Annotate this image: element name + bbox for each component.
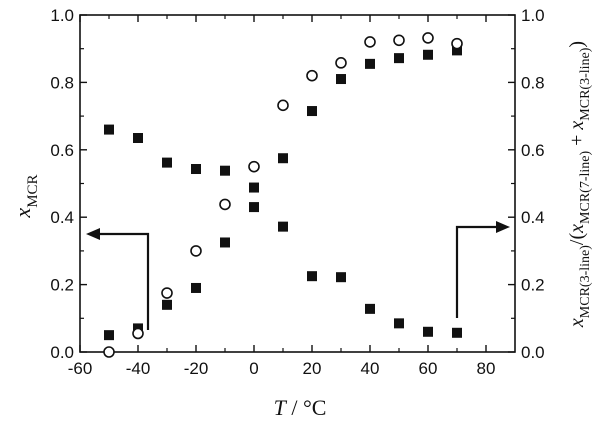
y-right-tick-label: 0.8 xyxy=(521,73,545,92)
square-marker xyxy=(452,45,462,56)
x-tick-label: -60 xyxy=(68,359,93,378)
x-tick-label: -20 xyxy=(184,359,209,378)
right-y-axis-title: xMCR(3-line)/(xMCR(7-line) + xMCR(3-line… xyxy=(566,41,593,328)
square-marker xyxy=(249,182,259,193)
y-left-tick-label: 1.0 xyxy=(50,6,74,25)
square-marker xyxy=(394,318,404,329)
square-marker xyxy=(220,237,230,248)
y-left-tick-label: 0.4 xyxy=(50,208,74,227)
y-left-tick-label: 0.8 xyxy=(50,73,74,92)
y-right-tick-label: 0.2 xyxy=(521,276,545,295)
square-marker xyxy=(162,157,172,168)
circle-marker xyxy=(248,160,260,173)
square-marker xyxy=(191,282,201,293)
square-marker xyxy=(104,124,114,135)
square-marker xyxy=(423,326,433,337)
circle-marker xyxy=(103,346,115,358)
square-marker xyxy=(423,49,433,60)
annotation-arrows xyxy=(86,221,510,330)
y-left-tick-label: 0.6 xyxy=(50,141,74,160)
x-tick-label: 0 xyxy=(249,359,258,378)
square-marker xyxy=(365,58,375,69)
square-marker xyxy=(220,165,230,176)
circle-marker xyxy=(219,198,231,211)
square-marker xyxy=(336,272,346,283)
x-tick-label: 80 xyxy=(477,359,496,378)
x-tick-label: 40 xyxy=(361,359,380,378)
x-axis-title: T / °C xyxy=(274,395,327,420)
circle-marker xyxy=(306,69,318,82)
square-marker xyxy=(365,303,375,314)
square-marker xyxy=(394,53,404,64)
square-marker xyxy=(191,164,201,175)
square-marker xyxy=(307,271,317,282)
left-axis-arrowhead xyxy=(86,228,100,240)
square-marker xyxy=(452,327,462,338)
circle-marker xyxy=(422,32,434,44)
circle-marker xyxy=(393,34,405,47)
square-marker xyxy=(104,330,114,341)
circle-marker xyxy=(161,287,173,299)
x-tick-label: 20 xyxy=(303,359,322,378)
right-axis-arrowhead xyxy=(496,221,510,233)
y-right-tick-label: 0.6 xyxy=(521,141,545,160)
x-tick-label: -40 xyxy=(126,359,151,378)
y-right-tick-label: 0.0 xyxy=(521,343,545,362)
left-axis-arrow-line xyxy=(98,232,150,330)
circle-marker xyxy=(132,327,144,340)
circle-marker xyxy=(364,36,376,48)
square-marker xyxy=(336,74,346,85)
y-axis-ticks: 0.0 0.0 0.2 0.2 0.4 0.4 0.6 0.6 0.8 0.8 1.0 1.0 xyxy=(50,6,544,362)
y-left-tick-label: 0.2 xyxy=(50,276,74,295)
circle-marker xyxy=(451,37,463,50)
circle-marker xyxy=(277,99,289,112)
circle-marker xyxy=(335,57,347,69)
x-axis-ticks: -60 -40 -20 0 20 40 60 80 xyxy=(68,15,496,378)
data-points xyxy=(103,32,463,358)
y-right-tick-label: 0.4 xyxy=(521,208,545,227)
left-y-axis-title: xMCR xyxy=(10,174,41,218)
y-left-tick-label: 0.0 xyxy=(50,343,74,362)
y-right-tick-label: 1.0 xyxy=(521,6,545,25)
square-marker xyxy=(162,299,172,310)
x-tick-label: 60 xyxy=(419,359,438,378)
plot-frame xyxy=(79,14,516,353)
circle-marker xyxy=(190,245,202,257)
square-marker xyxy=(133,133,143,144)
square-marker xyxy=(278,221,288,232)
square-marker xyxy=(278,153,288,164)
right-axis-arrow-line xyxy=(455,225,498,318)
square-marker xyxy=(307,106,317,117)
square-marker xyxy=(249,202,259,213)
